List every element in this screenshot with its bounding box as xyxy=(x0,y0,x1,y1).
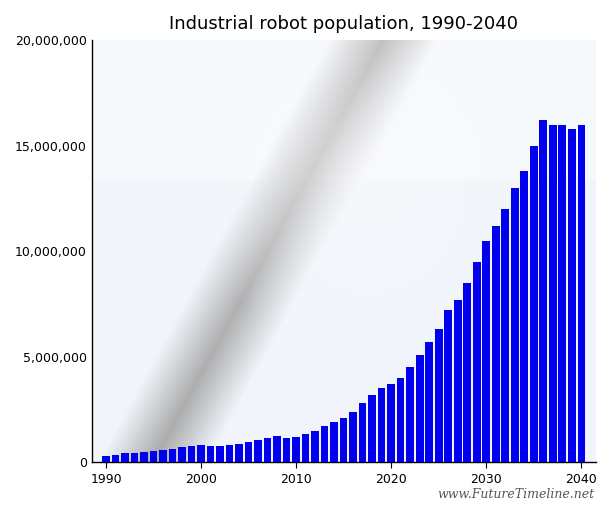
Bar xyxy=(302,434,310,462)
Bar xyxy=(245,442,253,462)
Bar xyxy=(492,226,500,462)
Bar xyxy=(425,342,433,462)
Bar xyxy=(539,120,547,462)
Bar xyxy=(349,412,357,462)
Bar xyxy=(197,446,205,462)
Bar xyxy=(311,431,319,462)
Bar xyxy=(520,171,528,462)
Bar xyxy=(140,452,148,462)
Bar xyxy=(397,378,405,462)
Bar xyxy=(387,384,395,462)
Bar xyxy=(178,447,186,462)
Bar xyxy=(473,262,481,462)
Bar xyxy=(577,125,585,462)
Bar xyxy=(131,453,139,462)
Bar xyxy=(501,209,509,462)
Bar xyxy=(112,455,120,462)
Bar xyxy=(264,438,272,462)
Bar xyxy=(321,427,329,462)
Bar xyxy=(568,129,576,462)
Bar xyxy=(121,453,129,462)
Bar xyxy=(273,436,281,462)
Bar xyxy=(530,146,538,462)
Bar xyxy=(558,125,566,462)
Bar xyxy=(416,355,424,462)
Bar xyxy=(150,451,158,462)
Bar xyxy=(283,438,291,462)
Bar xyxy=(159,450,167,462)
Bar xyxy=(435,330,443,462)
Bar xyxy=(254,440,262,462)
Bar xyxy=(330,422,338,462)
Bar xyxy=(226,446,234,462)
Bar xyxy=(359,403,367,462)
Bar xyxy=(511,188,519,462)
Text: www.FutureTimeline.net: www.FutureTimeline.net xyxy=(438,488,595,501)
Bar xyxy=(406,367,414,462)
Bar xyxy=(454,300,462,462)
Bar xyxy=(169,449,177,462)
Bar xyxy=(102,456,110,462)
Bar xyxy=(378,388,386,462)
Bar xyxy=(216,446,224,462)
Bar xyxy=(368,395,376,462)
Bar xyxy=(292,437,300,462)
Bar xyxy=(444,310,452,462)
Bar xyxy=(482,241,490,462)
Bar xyxy=(463,283,471,462)
Bar xyxy=(207,446,215,462)
Bar xyxy=(340,418,348,462)
Bar xyxy=(549,125,557,462)
Bar xyxy=(235,444,243,462)
Title: Industrial robot population, 1990-2040: Industrial robot population, 1990-2040 xyxy=(169,15,518,33)
Bar xyxy=(188,446,196,462)
